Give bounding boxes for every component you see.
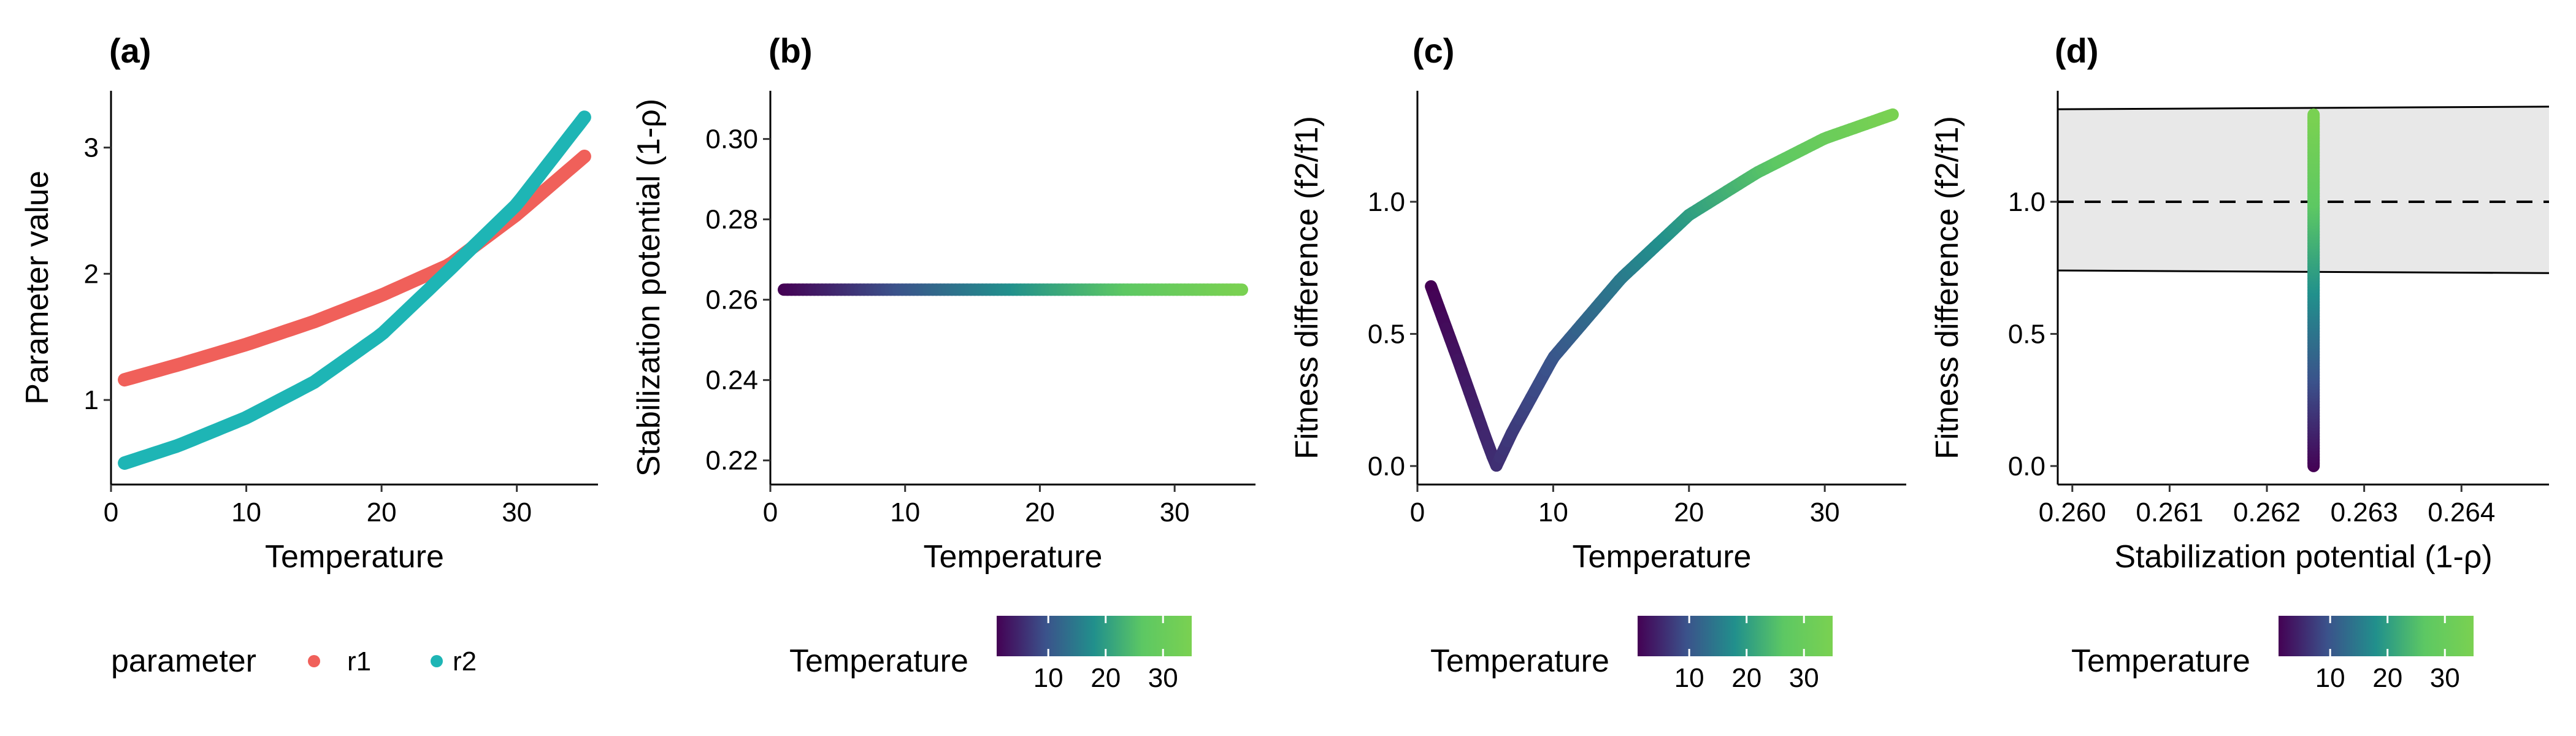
y-tick-label: 0.5 [1368, 319, 1405, 349]
panel-d: (d) 0.0 0.5 1.0 0.260 0.261 0.262 0.263 0.264 Sta… [1930, 31, 2550, 693]
legend-label: r2 [453, 646, 477, 677]
y-tick-label: 0.28 [705, 205, 758, 235]
colored-series [1425, 108, 1899, 472]
colorbar-title: Temperature [789, 643, 968, 679]
x-tick-label: 10 [890, 497, 920, 527]
x-tick-label: 30 [1160, 497, 1190, 527]
y-tick-label: 0.26 [705, 285, 758, 315]
panel-b: (b) 0.22 0.24 0.26 0.28 0.30 0 10 20 30 Temperatur… [631, 31, 1255, 693]
x-tick-label: 20 [1674, 497, 1704, 527]
x-tick-label: 10 [1538, 497, 1568, 527]
colorbar-tick-label: 30 [1789, 663, 1819, 693]
y-tick-label: 2 [84, 259, 99, 289]
legend: parameter r1 r2 [111, 643, 477, 679]
y-axis-title: Fitness difference (f2/f1) [1289, 116, 1325, 459]
colorbar [997, 616, 1192, 656]
x-tick-label: 0.260 [2039, 497, 2106, 527]
x-tick-label: 20 [367, 497, 397, 527]
x-tick-label: 0.262 [2233, 497, 2301, 527]
colorbar-title: Temperature [2071, 643, 2250, 679]
colorbar-tick-label: 10 [2315, 663, 2345, 693]
x-axis-title: Temperature [1573, 539, 1752, 575]
y-tick-label: 1.0 [2008, 187, 2045, 217]
x-tick-label: 0.264 [2428, 497, 2495, 527]
panel-c: (c) 0.0 0.5 1.0 0 10 20 30 Temperature Fitness di… [1289, 31, 1906, 693]
y-tick-label: 0.0 [2008, 451, 2045, 481]
colorbar-tick-label: 30 [1148, 663, 1178, 693]
y-tick-label: 0.5 [2008, 319, 2045, 349]
x-axis-title: Stabilization potential (1-ρ) [2114, 539, 2492, 575]
series-line-r2 [118, 110, 591, 470]
y-axis-title: Stabilization potential (1-ρ) [631, 99, 667, 477]
colorbar-tick-label: 20 [2372, 663, 2402, 693]
y-tick-label: 3 [84, 133, 99, 163]
x-axis-title: Temperature [265, 539, 444, 575]
colorbar-tick-label: 20 [1731, 663, 1761, 693]
x-tick-label: 0.261 [2136, 497, 2203, 527]
legend-key-r2 [431, 655, 443, 667]
legend-title: parameter [111, 643, 256, 679]
colorbar-tick-label: 30 [2430, 663, 2460, 693]
colorbar-title: Temperature [1430, 643, 1609, 679]
colorbar-tick-label: 10 [1674, 663, 1704, 693]
band-upper-line [2057, 105, 2550, 110]
x-axis-title: Temperature [924, 539, 1103, 575]
colorbar [2279, 616, 2474, 656]
colorbar-tick-label: 20 [1091, 663, 1121, 693]
colorbar [1638, 616, 1833, 656]
panel-label: (c) [1413, 31, 1454, 70]
y-tick-label: 0.30 [705, 125, 758, 155]
panel-label: (d) [2055, 31, 2099, 70]
y-axis-title: Parameter value [20, 171, 55, 405]
panel-label: (b) [769, 31, 813, 70]
legend-key-r1 [308, 655, 320, 667]
colorbar-tick-label: 10 [1033, 663, 1064, 693]
panel-label: (a) [109, 31, 151, 70]
x-tick-label: 0 [763, 497, 778, 527]
y-tick-label: 1.0 [1368, 187, 1405, 217]
y-tick-label: 1 [84, 385, 99, 415]
coexistence-band [2058, 106, 2549, 274]
x-tick-label: 20 [1025, 497, 1055, 527]
series-segment [1882, 108, 1899, 122]
x-tick-label: 10 [231, 497, 261, 527]
y-tick-label: 0.0 [1368, 451, 1405, 481]
x-tick-label: 0 [104, 497, 118, 527]
y-axis-title: Fitness difference (f2/f1) [1930, 116, 1965, 459]
band-lower-line [2057, 269, 2550, 274]
legend-label: r1 [347, 646, 371, 677]
x-tick-label: 30 [1810, 497, 1840, 527]
x-tick-label: 0.263 [2331, 497, 2398, 527]
y-tick-label: 0.24 [705, 366, 758, 396]
y-tick-label: 0.22 [705, 446, 758, 476]
x-tick-label: 30 [502, 497, 532, 527]
x-tick-label: 0 [1410, 497, 1425, 527]
